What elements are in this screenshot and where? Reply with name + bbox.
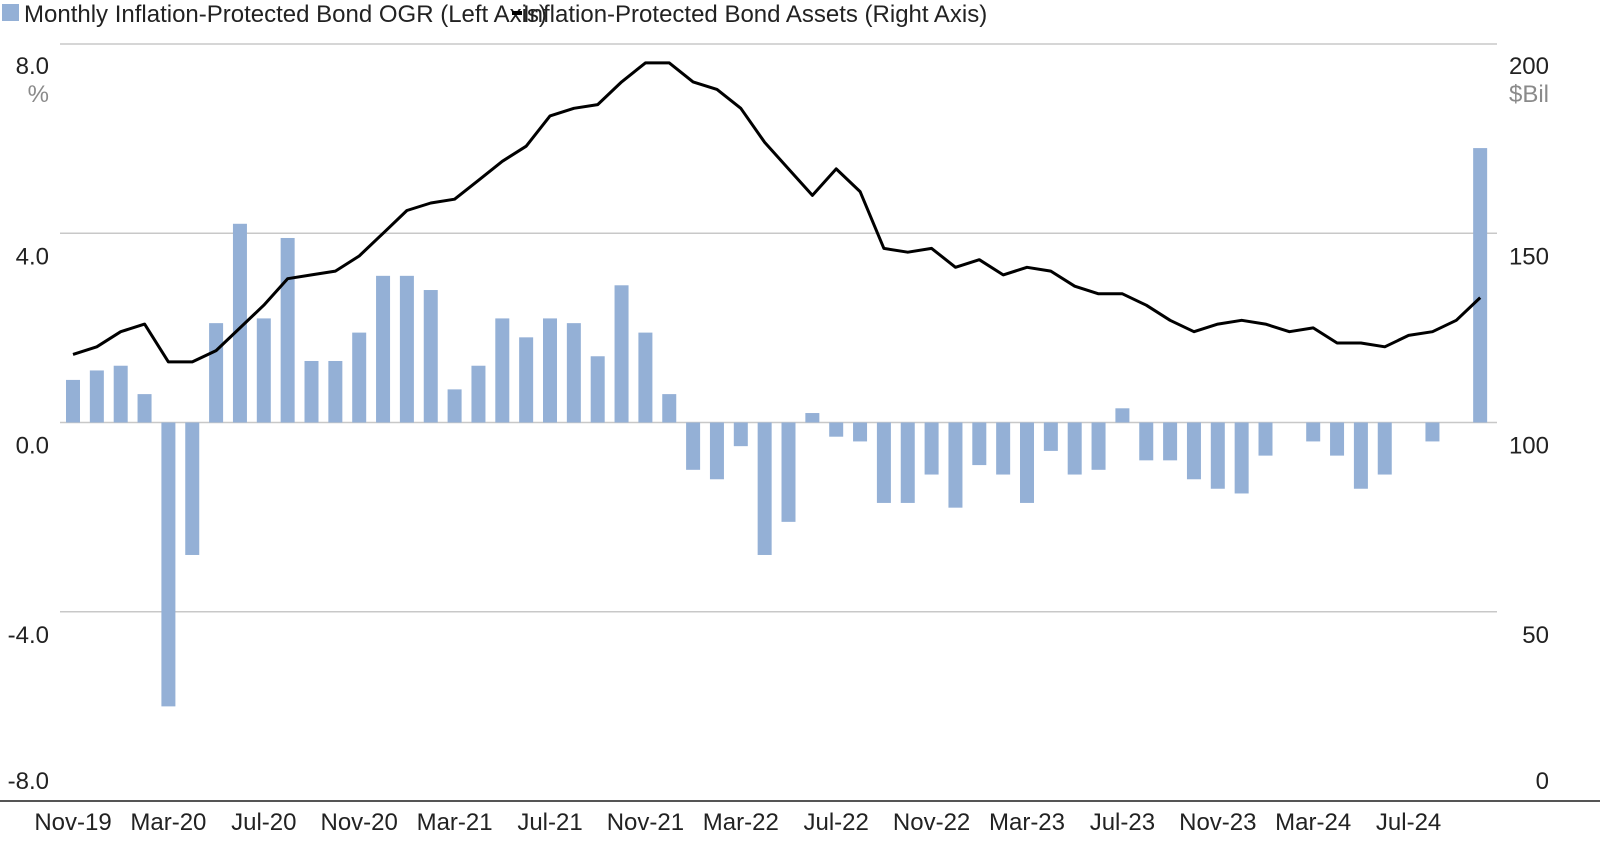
bar bbox=[566, 323, 581, 423]
bar bbox=[328, 360, 343, 423]
right-axis-ticks: 200 150 100 50 0 bbox=[1509, 53, 1549, 795]
bar bbox=[638, 332, 653, 423]
bar bbox=[876, 422, 891, 503]
x-tick-label: Jul-22 bbox=[804, 809, 869, 836]
left-tick-label: -4.0 bbox=[8, 622, 49, 649]
bar bbox=[1425, 422, 1440, 442]
bar bbox=[1067, 422, 1082, 475]
bar bbox=[1163, 422, 1178, 461]
bar bbox=[1210, 422, 1225, 489]
legend-bar-swatch bbox=[2, 4, 19, 21]
bar bbox=[829, 422, 844, 437]
bar bbox=[662, 394, 677, 423]
bar bbox=[996, 422, 1011, 475]
bar bbox=[709, 422, 724, 480]
bar bbox=[1353, 422, 1368, 489]
bar bbox=[1091, 422, 1106, 470]
right-tick-label: 150 bbox=[1509, 243, 1549, 270]
x-tick-label: Nov-21 bbox=[607, 809, 684, 836]
x-tick-label: Jul-20 bbox=[231, 809, 296, 836]
x-tick-label: Mar-23 bbox=[989, 809, 1065, 836]
x-tick-label: Jul-21 bbox=[517, 809, 582, 836]
bar bbox=[781, 422, 796, 522]
x-tick-label: Nov-23 bbox=[1179, 809, 1256, 836]
left-tick-label: -8.0 bbox=[8, 768, 49, 795]
x-tick-label: Jul-23 bbox=[1090, 809, 1155, 836]
right-tick-label: 100 bbox=[1509, 433, 1549, 460]
bar bbox=[1258, 422, 1273, 456]
bar bbox=[1330, 422, 1345, 456]
bar bbox=[66, 379, 80, 423]
assets-line bbox=[72, 61, 1482, 364]
x-tick-label: Mar-24 bbox=[1275, 809, 1351, 836]
bar bbox=[423, 290, 438, 423]
legend: Monthly Inflation-Protected Bond OGR (Le… bbox=[2, 1, 987, 28]
left-axis-ticks: 8.0 4.0 0.0 -4.0 -8.0 bbox=[8, 53, 49, 795]
left-axis-unit: % bbox=[28, 81, 49, 108]
bar bbox=[447, 389, 462, 423]
x-tick-label: Mar-20 bbox=[130, 809, 206, 836]
bar bbox=[519, 337, 534, 423]
legend-line-label: Inflation-Protected Bond Assets (Right A… bbox=[523, 1, 987, 28]
x-axis-ticks: Nov-19 Mar-20 Jul-20 Nov-20 Mar-21 Jul-21 Nov-… bbox=[34, 809, 1441, 836]
bar bbox=[1020, 422, 1034, 503]
x-tick-label: Mar-22 bbox=[703, 809, 779, 836]
bar bbox=[1377, 422, 1392, 475]
right-tick-label: 50 bbox=[1522, 622, 1549, 649]
bar bbox=[853, 422, 868, 442]
bar bbox=[137, 394, 152, 423]
bar bbox=[256, 318, 271, 423]
bar bbox=[1234, 422, 1249, 494]
bar bbox=[113, 365, 128, 423]
bar bbox=[209, 323, 224, 423]
line-series bbox=[72, 61, 1482, 364]
bar bbox=[614, 285, 629, 423]
bar bbox=[686, 422, 701, 470]
bar bbox=[1043, 422, 1058, 451]
left-tick-label: 8.0 bbox=[16, 53, 49, 80]
bar bbox=[1186, 422, 1201, 480]
bar bbox=[590, 356, 605, 423]
bar bbox=[304, 360, 319, 423]
x-tick-label: Jul-24 bbox=[1376, 809, 1441, 836]
x-tick-label: Mar-21 bbox=[417, 809, 493, 836]
bar bbox=[1139, 422, 1154, 461]
bar bbox=[280, 237, 295, 423]
right-axis-unit: $Bil bbox=[1509, 81, 1549, 108]
bar bbox=[471, 365, 486, 423]
bar bbox=[543, 318, 557, 423]
bar bbox=[757, 422, 772, 555]
bar bbox=[232, 223, 247, 423]
left-tick-label: 0.0 bbox=[16, 433, 49, 460]
bar bbox=[376, 275, 391, 423]
bar bbox=[805, 413, 820, 423]
bar bbox=[1115, 408, 1130, 423]
legend-line-swatch bbox=[512, 11, 522, 15]
gridlines bbox=[60, 43, 1497, 613]
bar bbox=[185, 422, 200, 555]
x-tick-label: Nov-19 bbox=[34, 809, 111, 836]
right-tick-label: 0 bbox=[1536, 768, 1549, 795]
bar bbox=[924, 422, 939, 475]
x-tick-label: Nov-22 bbox=[893, 809, 970, 836]
bar bbox=[972, 422, 987, 466]
x-tick-label: Nov-20 bbox=[321, 809, 398, 836]
bar bbox=[352, 332, 367, 423]
bar bbox=[89, 370, 104, 423]
bar bbox=[161, 422, 176, 707]
bar-series bbox=[66, 148, 1488, 707]
bar bbox=[733, 422, 748, 447]
bar bbox=[900, 422, 915, 503]
bar bbox=[1473, 148, 1488, 423]
right-tick-label: 200 bbox=[1509, 53, 1549, 80]
bar bbox=[399, 275, 414, 423]
bar bbox=[1306, 422, 1321, 442]
bar bbox=[495, 318, 510, 423]
left-tick-label: 4.0 bbox=[16, 243, 49, 270]
bar bbox=[948, 422, 963, 508]
legend-bar-label: Monthly Inflation-Protected Bond OGR (Le… bbox=[24, 1, 547, 28]
